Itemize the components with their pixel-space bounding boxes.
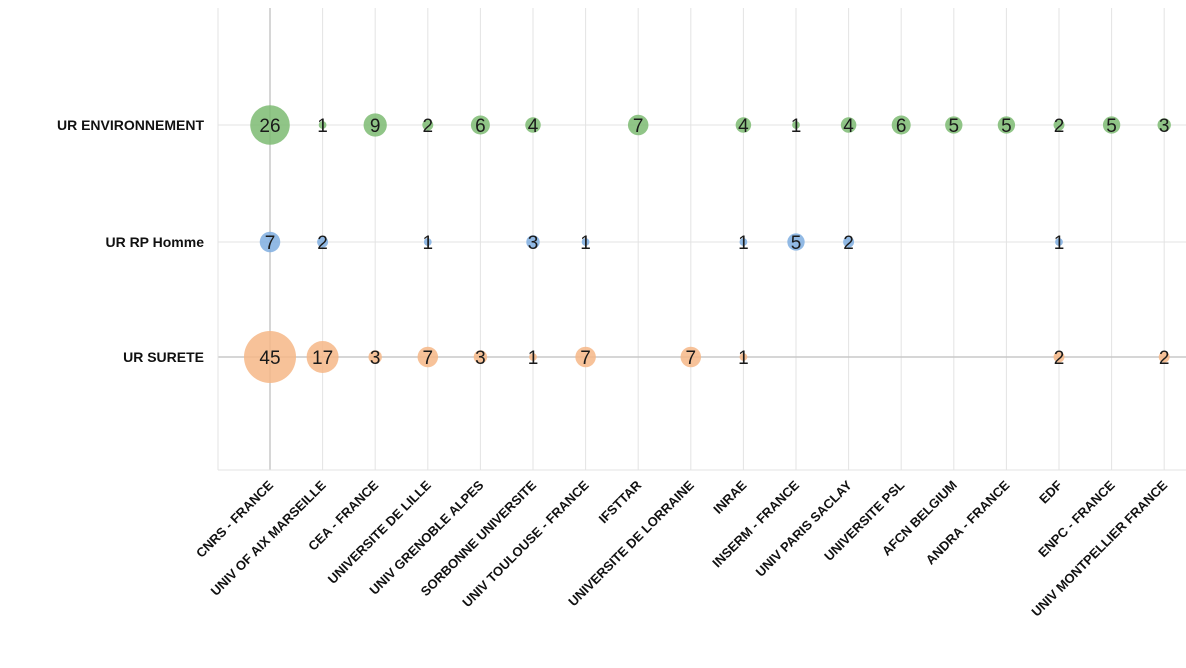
value-label: 1: [528, 348, 539, 369]
value-label: 9: [370, 116, 381, 137]
bubble: [525, 117, 541, 133]
value-label: 5: [949, 116, 960, 137]
bubble: [244, 331, 296, 383]
bubble: [368, 350, 382, 364]
x-tick-label: UNIVERSITE DE LILLE: [325, 477, 434, 586]
value-label: 7: [265, 233, 276, 254]
bubble: [470, 115, 490, 135]
bubble: [1055, 238, 1063, 246]
bubble: [1053, 119, 1065, 131]
value-label: 2: [843, 233, 854, 254]
x-tick-label: INSERM - FRANCE: [709, 477, 802, 570]
bubble: [526, 235, 540, 249]
bubble: [1102, 116, 1121, 134]
value-label: 3: [528, 233, 539, 254]
bubble: [422, 119, 434, 131]
value-label: 1: [317, 116, 328, 137]
value-label: 7: [686, 348, 697, 369]
value-label: 2: [1054, 116, 1065, 137]
bubble: [997, 116, 1016, 134]
value-label: 7: [423, 348, 434, 369]
value-label: 7: [580, 348, 591, 369]
y-tick-label: UR SURETE: [123, 349, 204, 365]
value-label: 1: [791, 116, 802, 137]
value-label: 2: [1054, 348, 1065, 369]
value-label: 17: [312, 348, 333, 369]
bubble: [627, 114, 649, 136]
bubble: [317, 236, 329, 248]
bubble: [1157, 118, 1171, 132]
bubble: [306, 341, 339, 373]
bubble: [739, 238, 748, 246]
value-label: 45: [259, 348, 280, 369]
grid-layer: [217, 8, 1186, 471]
bubble: [1158, 351, 1170, 363]
y-tick-label: UR ENVIRONNEMENT: [57, 117, 204, 133]
value-label: 3: [475, 348, 486, 369]
value-label: 2: [1159, 348, 1170, 369]
value-label: 7: [633, 116, 644, 137]
bubble: [417, 346, 439, 368]
value-label: 5: [1106, 116, 1117, 137]
value-label: 2: [317, 233, 328, 254]
bubble-layer: [244, 105, 1171, 383]
bubble: [318, 121, 327, 129]
bubble: [891, 115, 911, 135]
value-label: 4: [528, 116, 539, 137]
bubble: [840, 117, 857, 133]
x-tick-label: INRAE: [710, 477, 749, 516]
value-label: 1: [1054, 233, 1065, 254]
value-label: 26: [259, 116, 280, 137]
bubble: [529, 353, 537, 361]
bubble: [792, 121, 800, 129]
value-label: 2: [423, 116, 434, 137]
bubble: [680, 346, 702, 368]
bubble: [1053, 351, 1065, 363]
bubble: [787, 233, 805, 251]
x-tick-label: UNIV PARIS SACLAY: [753, 477, 855, 579]
bubble: [843, 236, 855, 248]
bubble: [250, 105, 290, 145]
y-tick-labels: UR ENVIRONNEMENT UR RP Homme UR SURETE: [57, 117, 204, 365]
x-tick-label: EDF: [1036, 477, 1065, 506]
value-label: 1: [423, 233, 434, 254]
value-label: 1: [738, 348, 749, 369]
bubble: [739, 353, 748, 361]
value-label: 3: [1159, 116, 1170, 137]
value-label: 6: [475, 116, 486, 137]
x-tick-label: IFSTTAR: [596, 477, 645, 526]
value-label: 1: [738, 233, 749, 254]
bubble: [473, 350, 488, 364]
bubble: [259, 231, 281, 253]
y-tick-label: UR RP Homme: [105, 234, 204, 250]
value-label: 4: [738, 116, 749, 137]
bubble: [575, 346, 596, 368]
value-label: 1: [580, 233, 591, 254]
value-label: 6: [896, 116, 907, 137]
bubble: [945, 116, 963, 134]
value-label: 3: [370, 348, 381, 369]
value-label-layer: 26 1 9 2 6 4 7 4 1 4 6 5 5 2 5 37 2 1 3 1 1 5 2 145 17 3 7 3 1 7 7 1 2 2: [259, 116, 1169, 369]
bubble: [581, 238, 590, 246]
value-label: 4: [843, 116, 854, 137]
value-label: 5: [1001, 116, 1012, 137]
value-label: 5: [791, 233, 802, 254]
bubble: [363, 113, 387, 137]
bubble: [423, 238, 432, 246]
bubble: [735, 117, 752, 133]
